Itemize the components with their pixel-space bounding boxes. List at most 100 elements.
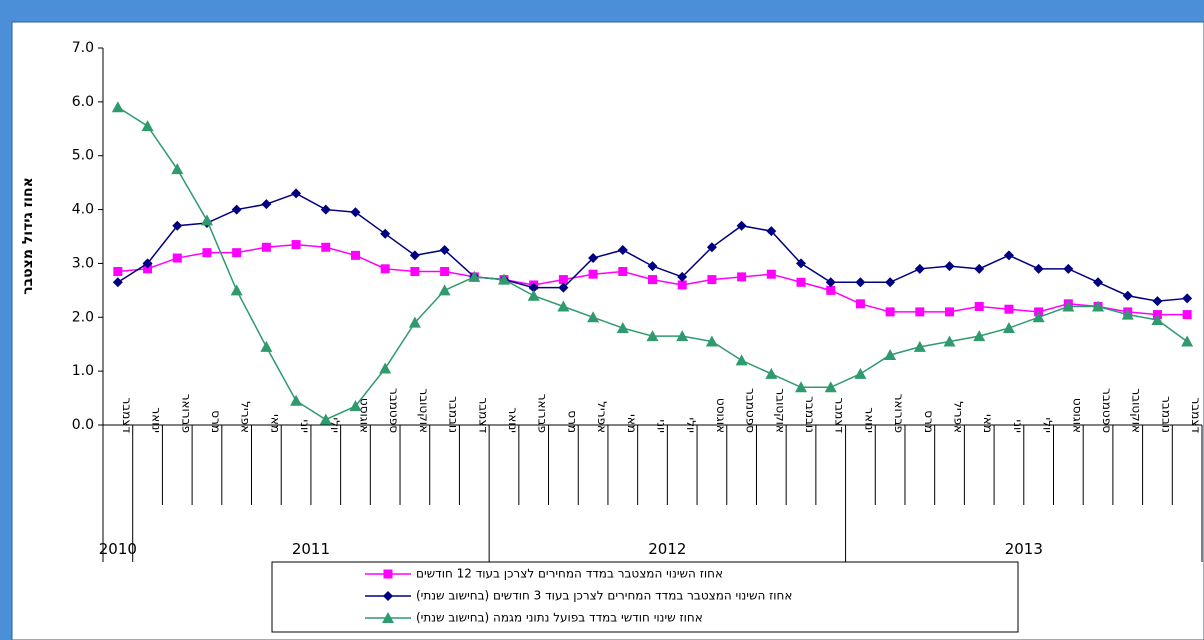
data-point — [1033, 263, 1044, 274]
legend-label: אחוז השינוי המצטבר במדד המחירים לצרכן בע… — [416, 567, 723, 581]
legend-marker — [382, 612, 394, 623]
x-tick-label: דצמבר — [476, 397, 490, 433]
data-point — [319, 413, 332, 425]
y-axis-label: אחוז גידול מצטבר — [20, 177, 36, 295]
x-tick-label: יוני — [655, 420, 669, 433]
x-tick-label: אפריל — [952, 401, 966, 433]
data-point — [826, 285, 836, 295]
data-point — [824, 381, 837, 393]
y-tick-label: 2.0 — [72, 309, 94, 325]
data-point — [408, 316, 421, 328]
data-point — [291, 188, 302, 199]
y-tick-label: 4.0 — [72, 202, 94, 218]
data-point — [855, 299, 865, 309]
data-point — [410, 267, 420, 277]
data-point — [111, 101, 124, 113]
data-point — [231, 204, 242, 215]
year-label: 2011 — [292, 540, 330, 558]
data-point — [676, 330, 689, 342]
x-tick-label: יולי — [328, 418, 342, 433]
data-point — [587, 311, 600, 323]
x-tick-label: דצמבר — [120, 397, 134, 433]
data-point — [795, 381, 808, 393]
data-point — [112, 277, 123, 288]
data-point — [439, 244, 450, 255]
y-tick-label: 7.0 — [72, 40, 94, 56]
data-point — [796, 277, 806, 287]
data-point — [974, 263, 985, 274]
data-point — [973, 330, 986, 342]
data-point — [915, 307, 925, 317]
year-label: 2010 — [99, 540, 137, 558]
data-point — [884, 348, 897, 360]
y-tick-label: 5.0 — [72, 148, 94, 164]
data-point — [737, 272, 747, 282]
data-point — [1004, 304, 1014, 314]
data-point — [1182, 310, 1192, 320]
data-point — [350, 207, 361, 218]
data-point — [320, 204, 331, 215]
data-point — [736, 220, 747, 231]
x-tick-label: אפריל — [239, 401, 253, 433]
data-point — [1032, 311, 1045, 323]
data-point — [618, 267, 628, 277]
data-point — [765, 367, 778, 379]
x-tick-label: מרס — [922, 410, 936, 433]
data-point — [557, 300, 570, 312]
data-point — [409, 250, 420, 261]
data-point — [261, 199, 272, 210]
data-point — [528, 282, 539, 293]
data-point — [232, 248, 242, 258]
x-tick-label: נובמבר — [1159, 396, 1173, 433]
data-point — [647, 261, 658, 272]
x-tick-label: אוגוסט — [1070, 398, 1084, 433]
data-point — [885, 277, 896, 288]
data-point — [380, 264, 390, 274]
data-point — [290, 394, 303, 406]
data-point — [1181, 335, 1194, 347]
data-point — [677, 280, 687, 290]
data-point — [796, 258, 807, 269]
data-point — [1062, 300, 1075, 312]
x-tick-label: ינואר — [862, 407, 876, 433]
data-point — [202, 248, 212, 258]
data-point — [706, 242, 717, 253]
data-point — [1003, 250, 1014, 261]
x-tick-label: אפריל — [595, 401, 609, 433]
legend-label: אחוז שינוי חודשי במדד בפועל נתוני מגמה (… — [416, 611, 703, 625]
x-tick-label: דצמבר — [833, 397, 847, 433]
data-point — [705, 335, 718, 347]
data-point — [440, 267, 450, 277]
x-tick-label: ינואר — [506, 407, 520, 433]
x-tick-label: יולי — [684, 418, 698, 433]
x-tick-label: פברואר — [179, 394, 193, 433]
data-point — [617, 244, 628, 255]
data-point — [855, 277, 866, 288]
data-point — [527, 289, 540, 301]
year-label: 2012 — [648, 540, 686, 558]
x-tick-label: פברואר — [536, 394, 550, 433]
data-point — [1121, 308, 1134, 320]
data-point — [707, 275, 717, 285]
data-point — [349, 400, 362, 412]
x-tick-label: ספטמבר — [1100, 388, 1114, 433]
x-tick-label: אוגוסט — [357, 398, 371, 433]
x-tick-label: נובמבר — [447, 396, 461, 433]
data-point — [944, 261, 955, 272]
data-point — [1093, 277, 1104, 288]
x-tick-label: יולי — [1041, 418, 1055, 433]
data-point — [113, 267, 123, 277]
x-tick-label: אוקטובר — [417, 388, 431, 433]
data-point — [735, 354, 748, 366]
x-tick-label: מרס — [565, 410, 579, 433]
legend-label: אחוז השינוי המצטבר במדד המחירים לצרכן בע… — [416, 589, 792, 603]
data-point — [1002, 322, 1015, 334]
x-tick-label: מרס — [209, 410, 223, 433]
data-point — [588, 253, 599, 264]
data-point — [558, 275, 568, 285]
x-tick-label: אוקטובר — [773, 388, 787, 433]
x-tick-label: אוקטובר — [1130, 388, 1144, 433]
data-point — [172, 253, 182, 263]
data-point — [1063, 263, 1074, 274]
y-tick-label: 3.0 — [72, 255, 94, 271]
